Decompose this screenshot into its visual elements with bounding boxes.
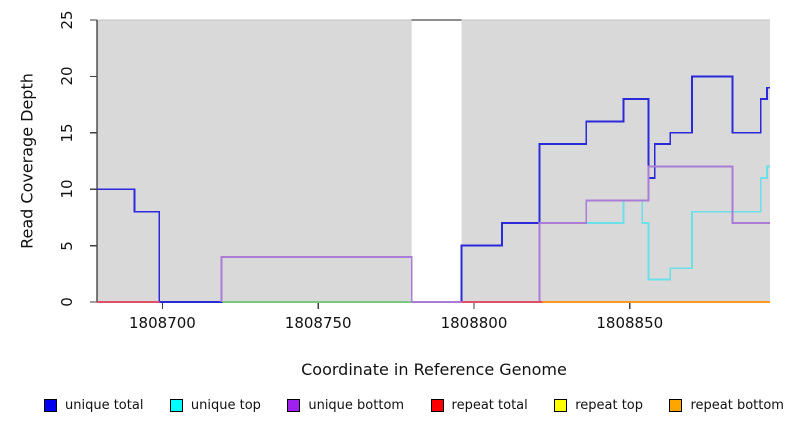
legend-label-repeat_bottom: repeat bottom (690, 398, 784, 413)
x-tick-label-1808750: 1808750 (284, 314, 352, 332)
legend-item-repeat_top: repeat top (554, 398, 643, 413)
legend-item-unique_bottom: unique bottom (287, 398, 404, 413)
legend-swatch-repeat_top (554, 399, 568, 412)
legend-swatch-repeat_bottom (669, 399, 683, 412)
y-tick-label-10: 10 (58, 179, 76, 199)
plot-background-left (97, 20, 412, 302)
legend-item-repeat_total: repeat total (430, 398, 528, 413)
legend: unique total unique top unique bottom repea… (44, 398, 784, 413)
series-line-unique_bottom (220, 165, 770, 303)
legend-label-unique_bottom: unique bottom (308, 398, 405, 413)
y-tick-label-20: 20 (58, 66, 76, 86)
legend-swatch-unique_bottom (287, 399, 301, 412)
legend-item-unique_total: unique total (44, 398, 143, 413)
y-tick-label-5: 5 (58, 240, 76, 251)
legend-swatch-unique_top (169, 399, 183, 412)
x-axis-title: Coordinate in Reference Genome (301, 360, 567, 379)
x-tick-label-1808850: 1808850 (596, 314, 664, 332)
y-tick-label-25: 25 (58, 10, 76, 30)
legend-label-unique_top: unique top (190, 398, 261, 413)
y-axis-title: Read Coverage Depth (17, 73, 37, 249)
legend-swatch-unique_total (44, 399, 57, 412)
x-tick-label-1808700: 1808700 (129, 314, 196, 332)
legend-label-unique_total: unique total (65, 398, 144, 413)
y-tick-label-0: 0 (58, 297, 76, 307)
x-tick-label-1808800: 1808800 (440, 314, 508, 332)
y-tick-label-15: 15 (58, 123, 76, 143)
legend-label-repeat_total: repeat total (451, 398, 528, 413)
legend-swatch-repeat_total (430, 399, 444, 412)
legend-label-repeat_top: repeat top (575, 398, 643, 413)
legend-item-unique_top: unique top (169, 398, 261, 413)
legend-item-repeat_bottom: repeat bottom (669, 398, 784, 413)
plot-background-right (461, 20, 770, 302)
